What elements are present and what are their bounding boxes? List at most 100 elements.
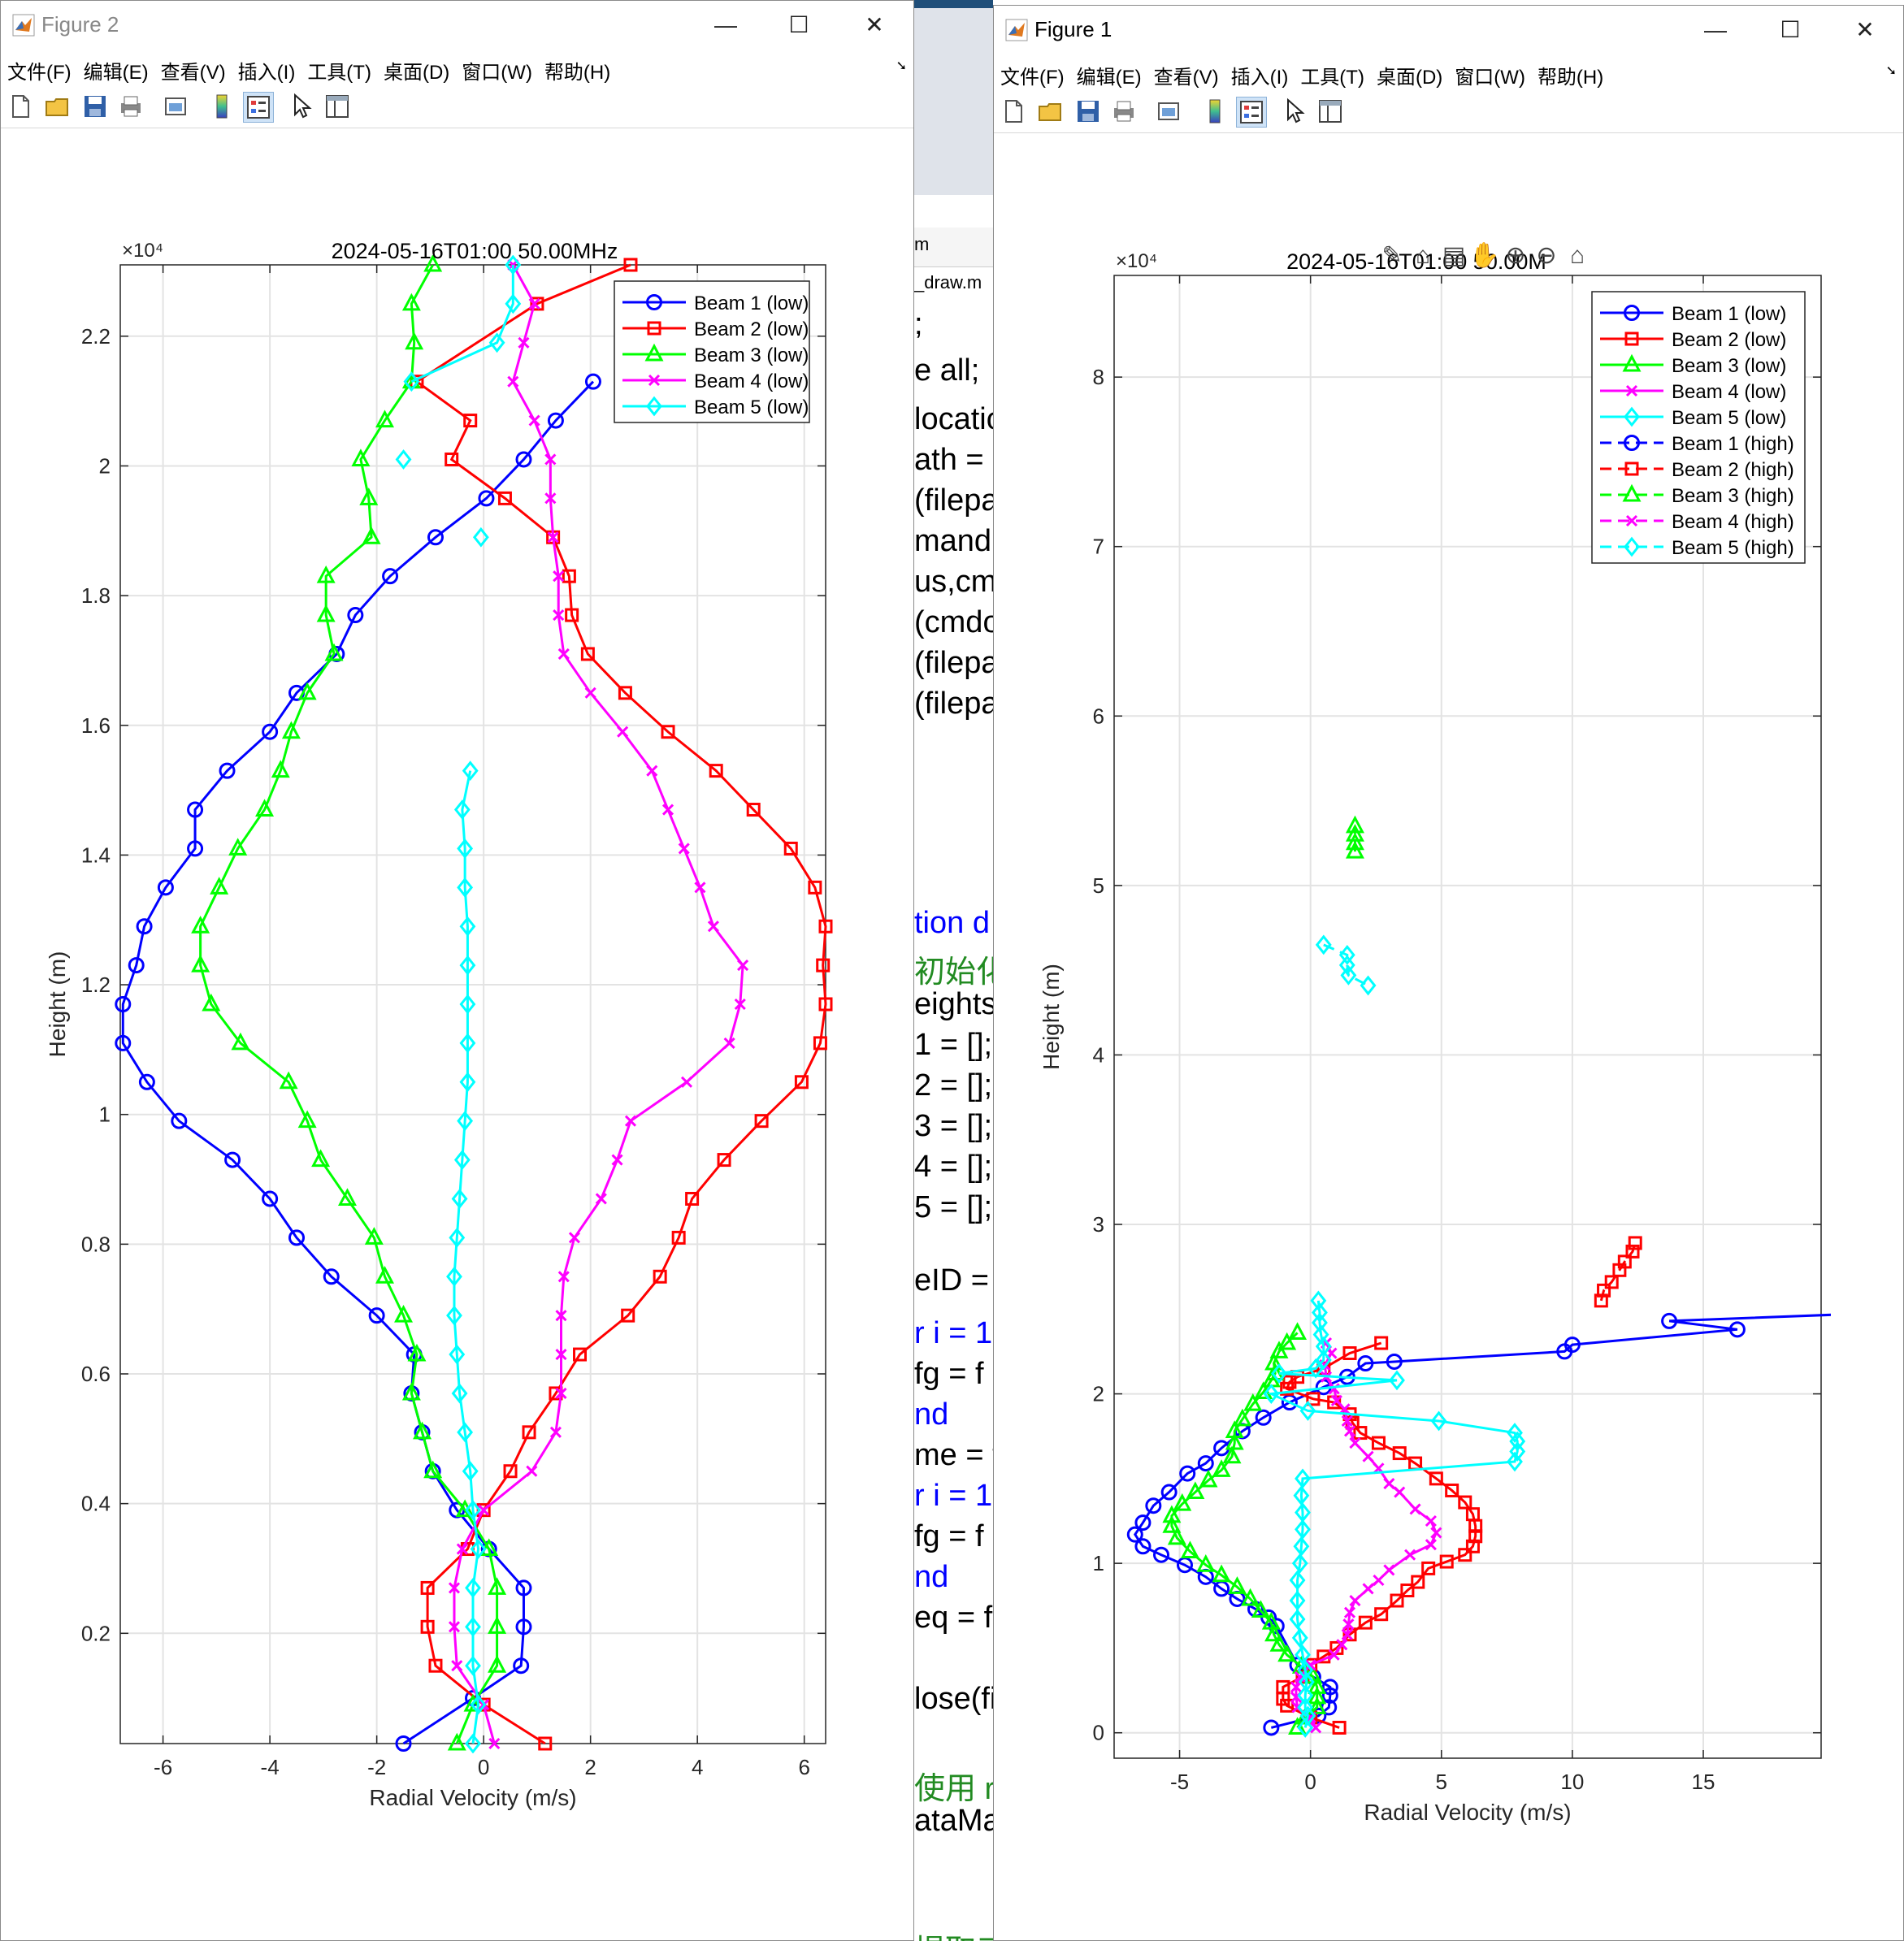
menu-file[interactable]: 文件(F): [7, 62, 72, 84]
menu-window[interactable]: 窗口(W): [1455, 67, 1525, 89]
figure-2-titlebar[interactable]: Figure 2 — ☐ ✕: [1, 1, 913, 50]
menu-window[interactable]: 窗口(W): [462, 62, 532, 84]
menu-help[interactable]: 帮助(H): [544, 62, 611, 84]
data-point: [459, 1072, 476, 1093]
data-point: [428, 1658, 443, 1673]
legend[interactable]: Beam 1 (low) Beam 2 (low) Beam 3 (low) Beam…: [1591, 291, 1806, 564]
data-point: [288, 1229, 305, 1246]
legend-entry: Beam 5 (low): [694, 396, 809, 418]
link-plot-icon[interactable]: [162, 92, 193, 123]
insert-legend-icon[interactable]: [1236, 97, 1267, 128]
open-file-icon[interactable]: [1036, 97, 1067, 128]
data-point: [1264, 1623, 1284, 1642]
menu-edit[interactable]: 编辑(E): [83, 62, 149, 84]
data-point: [423, 255, 443, 272]
editor-line: tion d: [914, 906, 990, 940]
series-beam-2-low: [410, 258, 833, 1751]
insert-legend-icon[interactable]: [243, 92, 274, 123]
maximize-button[interactable]: ☐: [1780, 17, 1801, 42]
data-point: [1243, 1393, 1263, 1411]
data-point: [115, 996, 132, 1012]
data-point: [1153, 1546, 1169, 1563]
background-title-strip: [912, 0, 993, 8]
zoom-out-icon[interactable]: ⊖: [1536, 242, 1556, 269]
figure-2-axes[interactable]: -6 -4 -2 0 2 4 6 0.2 0.4 0.6 0.8 1 1.2 1.4 1.6 1.8 2 2.2 ×…: [1, 128, 914, 1940]
brush-icon[interactable]: ✎: [1381, 242, 1402, 269]
figure-2-window[interactable]: Figure 2 — ☐ ✕ 文件(F) 编辑(E) 查看(V) 插入(I) 工具(T)…: [0, 0, 914, 1941]
data-point: [1312, 1312, 1328, 1333]
close-button[interactable]: ✕: [865, 12, 884, 37]
data-point: [818, 997, 833, 1012]
print-icon[interactable]: [1109, 97, 1140, 128]
rotate-icon[interactable]: ▤: [1442, 242, 1465, 269]
menu-file[interactable]: 文件(F): [1000, 67, 1065, 89]
legend[interactable]: Beam 1 (low) Beam 2 (low) Beam 3 (low) Beam…: [614, 280, 810, 423]
data-point: [420, 1619, 435, 1634]
data-tips-icon[interactable]: ⌂: [1416, 242, 1430, 269]
close-button[interactable]: ✕: [1855, 17, 1875, 42]
data-point: [271, 760, 290, 778]
save-icon[interactable]: [1073, 97, 1104, 128]
data-point: [1289, 1609, 1306, 1630]
edit-plot-arrow-icon[interactable]: [287, 92, 318, 123]
y-tick-label: 8: [1093, 365, 1104, 389]
data-point: [1264, 1352, 1284, 1371]
menu-view[interactable]: 查看(V): [160, 62, 226, 84]
property-inspector-icon[interactable]: [1316, 97, 1347, 128]
menu-view[interactable]: 查看(V): [1153, 67, 1219, 89]
open-file-icon[interactable]: [43, 92, 74, 123]
menu-help[interactable]: 帮助(H): [1537, 67, 1604, 89]
link-plot-icon[interactable]: [1155, 97, 1186, 128]
edit-plot-arrow-icon[interactable]: [1280, 97, 1311, 128]
zoom-in-icon[interactable]: ⊕: [1505, 242, 1525, 269]
data-point: [1179, 1465, 1196, 1482]
data-point: [191, 954, 210, 973]
new-figure-icon[interactable]: [999, 97, 1030, 128]
minimize-button[interactable]: —: [714, 12, 737, 37]
legend-entry: Beam 4 (high): [1672, 511, 1794, 533]
menu-desktop[interactable]: 桌面(D): [383, 62, 450, 84]
data-point: [191, 916, 210, 934]
figure-1-titlebar[interactable]: Figure 1 — ☐ ✕: [994, 6, 1903, 54]
data-point: [394, 1304, 414, 1323]
data-point: [1299, 1401, 1316, 1421]
property-inspector-icon[interactable]: [323, 92, 353, 123]
editor-tab-strip[interactable]: [914, 227, 995, 267]
x-tick-label: -2: [367, 1755, 386, 1779]
menu-desktop[interactable]: 桌面(D): [1376, 67, 1443, 89]
dock-arrow-icon[interactable]: ➘: [1885, 64, 1897, 78]
menu-edit[interactable]: 编辑(E): [1076, 67, 1142, 89]
legend-marker: [646, 396, 662, 417]
save-icon[interactable]: [80, 92, 111, 123]
insert-colorbar-icon[interactable]: [207, 92, 238, 123]
data-point: [470, 1694, 487, 1715]
data-point: [463, 1693, 483, 1712]
data-point: [462, 1461, 479, 1482]
y-tick-label: 6: [1093, 704, 1104, 728]
data-point: [1343, 1425, 1356, 1437]
print-icon[interactable]: [116, 92, 147, 123]
figure-1-window[interactable]: Figure 1 — ☐ ✕ 文件(F) 编辑(E) 查看(V) 插入(I) 工具(T)…: [993, 5, 1904, 1941]
editor-line: us,cm: [914, 565, 995, 599]
menu-insert[interactable]: 插入(I): [237, 62, 296, 84]
home-icon[interactable]: ⌂: [1570, 242, 1585, 269]
dock-arrow-icon[interactable]: ➘: [896, 59, 907, 73]
data-point: [255, 799, 275, 817]
data-point: [1297, 1660, 1314, 1680]
new-figure-icon[interactable]: [6, 92, 37, 123]
insert-colorbar-icon[interactable]: [1200, 97, 1231, 128]
data-point: [515, 1579, 532, 1597]
maximize-button[interactable]: ☐: [788, 12, 809, 37]
pan-icon[interactable]: ✋: [1469, 240, 1499, 269]
data-point: [1371, 1436, 1386, 1450]
minimize-button[interactable]: —: [1704, 17, 1727, 42]
menu-tools[interactable]: 工具(T): [307, 62, 371, 84]
data-point: [1290, 1681, 1303, 1693]
data-point: [1315, 1350, 1332, 1371]
menu-tools[interactable]: 工具(T): [1300, 67, 1364, 89]
data-point: [459, 916, 476, 937]
figure-1-axes[interactable]: -5 0 5 10 15 0 1 2 3 4 5 6 7 8 ×10⁴ 2024-05-16T01:00 50…: [994, 133, 1904, 1941]
menu-insert[interactable]: 插入(I): [1230, 67, 1289, 89]
editor-line: _draw.m: [914, 272, 982, 292]
editor-line: m: [914, 234, 930, 254]
